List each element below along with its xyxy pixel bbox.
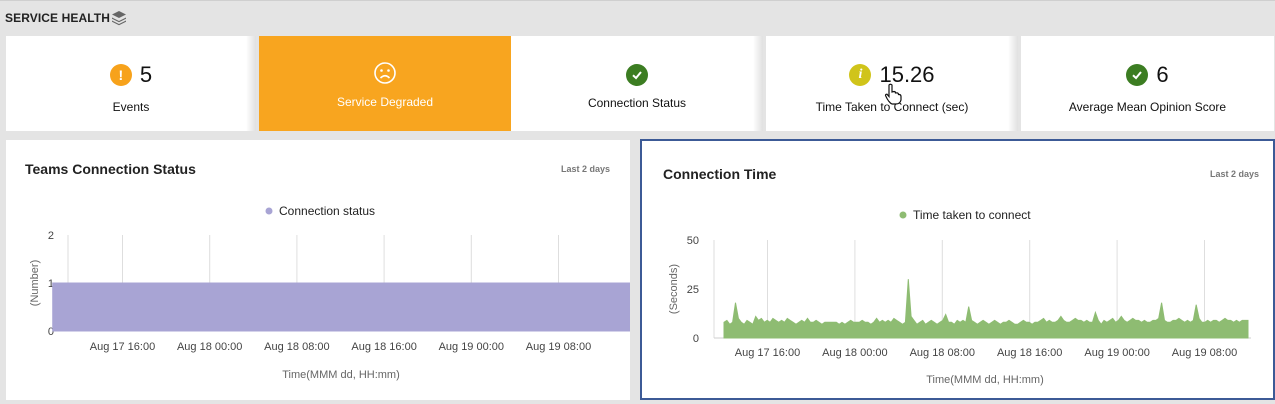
mos-value: 6 — [1156, 62, 1169, 87]
mos-tile[interactable]: 6 Average Mean Opinion Score — [1021, 36, 1274, 131]
mos-label: Average Mean Opinion Score — [1068, 100, 1227, 114]
x-tick-label: Aug 18 00:00 — [822, 347, 887, 359]
x-axis-title: Time(MMM dd, HH:mm) — [282, 369, 400, 381]
panel-title: Connection Time — [663, 166, 777, 182]
checkmark-icon — [626, 64, 648, 86]
y-tick-label: 0 — [693, 333, 699, 345]
connection-status-tile[interactable]: Connection Status — [511, 36, 763, 131]
x-tick-label: Aug 19 00:00 — [439, 341, 504, 353]
sad-face-icon — [374, 62, 396, 84]
service-degraded-label: Service Degraded — [336, 95, 434, 109]
events-label: Events — [112, 100, 150, 114]
connection-time-panel[interactable]: Connection Time Last 2 days Time taken t… — [640, 139, 1275, 400]
series-area — [52, 282, 630, 332]
x-tick-label: Aug 18 16:00 — [997, 347, 1062, 359]
section-title: SERVICE HEALTH — [5, 11, 110, 25]
time-range-label[interactable]: Last 2 days — [1209, 169, 1259, 179]
y-tick-label: 1 — [48, 278, 54, 290]
layers-icon[interactable] — [111, 10, 127, 31]
time-range-label[interactable]: Last 2 days — [560, 164, 610, 174]
x-tick-label: Aug 19 08:00 — [1172, 347, 1237, 359]
service-degraded-tile[interactable]: Service Degraded — [259, 36, 511, 131]
events-count: 5 — [139, 62, 153, 87]
x-tick-label: Aug 18 08:00 — [910, 347, 975, 359]
y-tick-label: 0 — [48, 326, 54, 338]
time-to-connect-tile[interactable]: i 15.26 Time Taken to Connect (sec) — [766, 36, 1018, 131]
checkmark-icon — [1126, 64, 1149, 86]
panel-title: Teams Connection Status — [25, 161, 196, 177]
y-tick-label: 2 — [48, 230, 54, 242]
x-tick-label: Aug 17 16:00 — [735, 347, 800, 359]
x-tick-label: Aug 17 16:00 — [90, 341, 155, 353]
x-tick-label: Aug 18 08:00 — [264, 341, 329, 353]
y-tick-label: 25 — [687, 284, 699, 296]
legend-marker — [265, 207, 273, 215]
connection-status-chart: Connection status 0 1 2 Aug 17 16:00 Aug 18 0… — [29, 204, 630, 381]
events-tile[interactable]: ! 5 Events — [6, 36, 256, 131]
x-tick-label: Aug 19 00:00 — [1084, 347, 1149, 359]
time-to-connect-value: 15.26 — [879, 62, 935, 87]
legend-label: Time taken to connect — [913, 208, 1031, 222]
connection-status-label: Connection Status — [587, 96, 687, 110]
x-tick-label: Aug 19 08:00 — [526, 341, 591, 353]
x-tick-label: Aug 18 00:00 — [177, 341, 242, 353]
y-axis-title: (Seconds) — [668, 264, 680, 314]
hand-pointer-icon — [884, 83, 902, 105]
x-axis-title: Time(MMM dd, HH:mm) — [926, 374, 1044, 386]
exclamation-icon: ! — [109, 64, 132, 86]
time-to-connect-label: Time Taken to Connect (sec) — [815, 100, 969, 114]
service-health-header: SERVICE HEALTH — [0, 0, 1275, 35]
y-axis-title: (Number) — [29, 260, 41, 306]
legend-marker — [899, 211, 907, 219]
series-area — [723, 279, 1249, 339]
info-icon: i — [849, 64, 872, 86]
y-tick-label: 50 — [687, 235, 699, 247]
connection-time-chart: Time taken to connect 0 25 50 Aug 17 16:00 Au… — [668, 208, 1251, 386]
x-tick-label: Aug 18 16:00 — [351, 341, 416, 353]
teams-connection-status-panel[interactable]: Teams Connection Status Last 2 days Conn… — [6, 140, 630, 400]
legend-label: Connection status — [279, 204, 375, 218]
